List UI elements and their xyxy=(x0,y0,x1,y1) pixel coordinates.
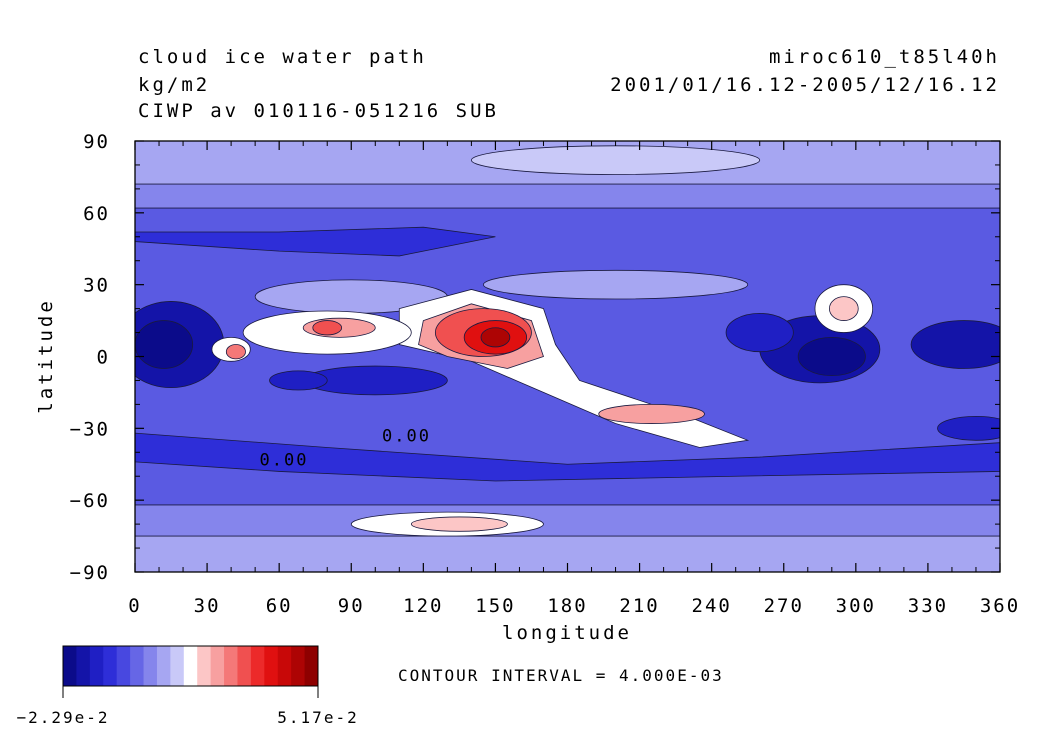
colorbar-swatch xyxy=(156,646,171,686)
colorbar-max-label: 5.17e-2 xyxy=(277,708,358,727)
colorbar-min-label: −2.29e-2 xyxy=(16,708,109,727)
colorbar-swatch xyxy=(170,646,185,686)
x-tick-label: 360 xyxy=(980,595,1020,617)
y-tick-label: 0 xyxy=(97,347,110,369)
y-tick-label: 30 xyxy=(83,275,110,297)
chart-title: cloud ice water path xyxy=(138,46,427,68)
x-tick-label: 0 xyxy=(128,595,141,617)
x-tick-labels: 0 30 60 90 120 150 180 210 240 270 300 330 360 xyxy=(128,595,1020,617)
contour-region xyxy=(725,312,794,353)
y-tick-label: −30 xyxy=(70,418,110,440)
contour-fields xyxy=(135,141,1000,572)
x-tick-label: 90 xyxy=(338,595,365,617)
contour-region xyxy=(910,320,1000,369)
contour-region xyxy=(312,320,343,336)
contour-region xyxy=(225,344,246,360)
contour-region xyxy=(598,403,705,424)
contour-region xyxy=(135,320,194,369)
colorbar-swatch xyxy=(224,646,238,686)
y-tick-label: 60 xyxy=(83,203,110,225)
x-tick-label: 180 xyxy=(547,595,587,617)
axis-ticks xyxy=(134,140,1001,573)
variable-label: CIWP av 010116-051216 SUB xyxy=(138,100,499,122)
contour-label: 0.00 xyxy=(382,427,431,447)
colorbar-swatch xyxy=(183,646,198,686)
x-tick-label: 210 xyxy=(619,595,659,617)
colorbar-swatch xyxy=(291,646,306,686)
x-tick-label: 270 xyxy=(764,595,804,617)
x-tick-label: 60 xyxy=(266,595,293,617)
contour-region xyxy=(135,226,496,257)
contour-region xyxy=(480,327,511,348)
colorbar-swatch xyxy=(63,646,77,686)
contour-interval-label: CONTOUR INTERVAL = 4.000E-03 xyxy=(398,666,724,685)
contour-region xyxy=(135,183,1000,209)
colorbar-swatch xyxy=(103,646,118,686)
contour-region xyxy=(269,370,328,391)
contour-label: 0.00 xyxy=(259,450,308,470)
contour-labels: 0.00 0.00 xyxy=(259,427,431,471)
y-axis-label: latitude xyxy=(35,298,57,414)
contour-region xyxy=(135,504,1000,537)
contour-region xyxy=(470,145,761,175)
x-tick-label: 150 xyxy=(475,595,515,617)
colorbar-swatch xyxy=(116,646,131,686)
y-tick-label: 90 xyxy=(83,131,110,153)
colorbar-swatch xyxy=(250,646,265,686)
colorbar-swatch xyxy=(130,646,145,686)
period-label: 2001/01/16.12-2005/12/16.12 xyxy=(610,74,1000,96)
colorbar-swatch xyxy=(237,646,252,686)
colorbar-swatch xyxy=(76,646,91,686)
colorbar-frame xyxy=(62,645,319,687)
x-tick-label: 300 xyxy=(836,595,876,617)
contour-region xyxy=(829,296,859,321)
colorbar-swatch xyxy=(264,646,279,686)
x-axis-label: longitude xyxy=(502,622,632,644)
x-tick-label: 120 xyxy=(403,595,443,617)
contour-region xyxy=(937,415,1000,441)
contour-region xyxy=(483,269,749,300)
contour-region xyxy=(135,432,1000,482)
model-label: miroc610_t85l40h xyxy=(768,46,1000,68)
colorbar-swatch xyxy=(277,646,292,686)
colorbar-swatch xyxy=(197,646,212,686)
contour-region xyxy=(410,516,508,532)
y-tick-label: −60 xyxy=(70,490,110,512)
x-tick-label: 30 xyxy=(194,595,221,617)
colorbar-swatch xyxy=(89,646,104,686)
colorbar-swatch xyxy=(210,646,225,686)
y-tick-label: −90 xyxy=(70,562,110,584)
colorbar-swatch xyxy=(304,646,319,686)
y-tick-labels: −90 −60 −30 0 30 60 90 xyxy=(70,131,110,584)
colorbar-swatch xyxy=(143,646,158,686)
units-label: kg/m2 xyxy=(138,74,211,96)
contour-region xyxy=(797,336,866,377)
colorbar xyxy=(62,645,319,698)
x-tick-label: 240 xyxy=(692,595,732,617)
x-tick-label: 330 xyxy=(908,595,948,617)
